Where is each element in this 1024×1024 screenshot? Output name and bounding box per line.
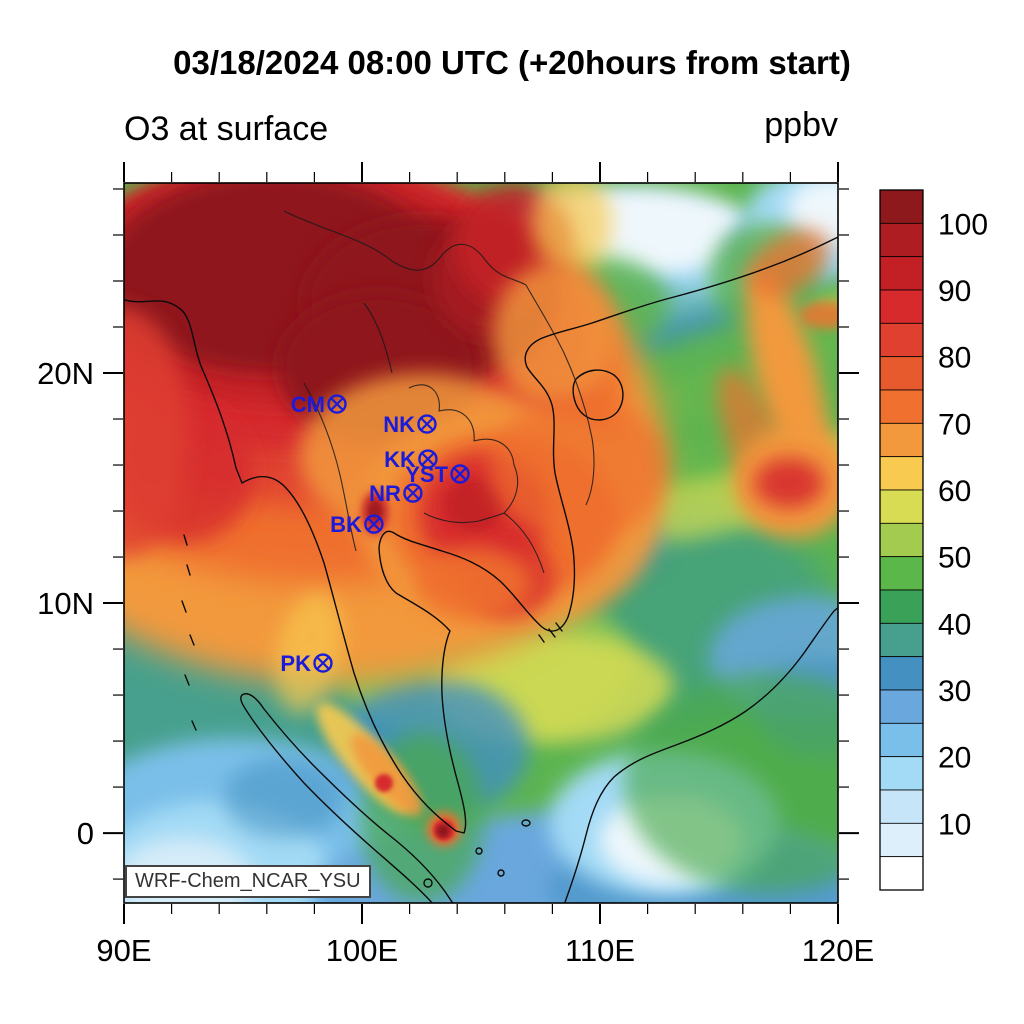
colorbar-tick-label: 20 <box>938 742 971 775</box>
station-label: KK <box>384 447 416 472</box>
model-label: WRF-Chem_NCAR_YSU <box>125 865 371 898</box>
station-circled-cross-icon <box>313 653 333 673</box>
station-circled-cross-icon <box>417 414 437 434</box>
station-marker-NK: NK <box>383 412 437 437</box>
station-label: CM <box>291 392 325 417</box>
variable-label: O3 at surface <box>124 110 329 148</box>
colorbar-tick-label: 90 <box>938 275 971 308</box>
andaman-islands <box>181 534 197 731</box>
colorbar-cell <box>879 389 924 424</box>
y-axis-label: 10N <box>37 586 94 621</box>
station-circled-cross-icon <box>418 449 438 469</box>
sumatra-coast <box>240 693 454 903</box>
station-label: NR <box>369 481 401 506</box>
colorbar-cell <box>879 689 924 724</box>
colorbar-cell <box>879 589 924 624</box>
colorbar-cell <box>879 556 924 591</box>
colorbar-cell <box>879 489 924 524</box>
colorbar-cell <box>879 356 924 391</box>
coastlines <box>124 236 838 903</box>
colorbar-cell <box>879 756 924 791</box>
colorbar-cell <box>879 189 924 224</box>
contour-field <box>124 183 838 903</box>
colorbar-frame <box>879 189 924 891</box>
station-circled-cross-icon <box>403 483 423 503</box>
mainland-coast <box>124 236 838 834</box>
borneo-coast <box>563 606 838 903</box>
small-islands <box>423 819 531 888</box>
hainan-island-coast <box>572 369 624 421</box>
colorbar-cell <box>879 256 924 291</box>
colorbar-cell <box>879 722 924 758</box>
colorbar-tick-label: 70 <box>938 408 971 441</box>
axis-ticks <box>103 162 859 924</box>
colorbar-cell <box>879 822 924 858</box>
map-frame <box>123 182 839 904</box>
colorbar-tick-label: 80 <box>938 342 971 375</box>
colorbar-cell <box>879 622 924 658</box>
mekong-delta-channels <box>538 622 563 643</box>
x-axis-labels: 90E 100E 110E 120E <box>96 933 874 968</box>
colorbar-cell <box>879 856 924 891</box>
station-label: PK <box>280 651 311 676</box>
colorbar-tick-label: 10 <box>938 808 971 841</box>
station-marker-NR: NR <box>369 481 423 506</box>
colorbar-cell <box>879 289 924 324</box>
colorbar-tick-label: 100 <box>938 208 988 241</box>
station-label: YST <box>405 462 448 487</box>
colorbar-cell <box>879 322 924 358</box>
colorbar-cell <box>879 522 924 558</box>
y-axis-label: 20N <box>37 356 94 391</box>
x-axis-label: 90E <box>96 933 151 968</box>
y-axis-label: 0 <box>77 816 94 851</box>
figure-title: 03/18/2024 08:00 UTC (+20hours from star… <box>173 44 851 81</box>
colorbar-tick-label: 60 <box>938 475 971 508</box>
station-label: NK <box>383 412 415 437</box>
station-circled-cross-icon <box>327 394 347 414</box>
units-label: ppbv <box>764 106 838 144</box>
station-marker-YST: YST <box>405 462 470 487</box>
colorbar: 100 90 80 70 60 50 40 30 20 10 <box>879 189 988 891</box>
station-circled-cross-icon <box>364 514 384 534</box>
station-marker-CM: CM <box>291 392 347 417</box>
station-marker-PK: PK <box>280 651 333 676</box>
colorbar-tick-label: 50 <box>938 542 971 575</box>
x-axis-label: 100E <box>326 933 398 968</box>
x-axis-label: 120E <box>802 933 874 968</box>
station-label: BK <box>330 512 362 537</box>
station-marker-KK: KK <box>384 447 438 472</box>
colorbar-cell <box>879 456 924 491</box>
station-marker-BK: BK <box>330 512 384 537</box>
country-borders <box>283 210 595 574</box>
colorbar-cell <box>879 789 924 824</box>
colorbar-tick-label: 30 <box>938 675 971 708</box>
colorbar-tick-label: 40 <box>938 608 971 641</box>
x-axis-label: 110E <box>565 933 635 968</box>
station-circled-cross-icon <box>450 464 470 484</box>
colorbar-cell <box>879 222 924 258</box>
colorbar-cell <box>879 656 924 691</box>
colorbar-cell <box>879 422 924 458</box>
y-axis-labels: 0 10N 20N <box>37 356 94 851</box>
